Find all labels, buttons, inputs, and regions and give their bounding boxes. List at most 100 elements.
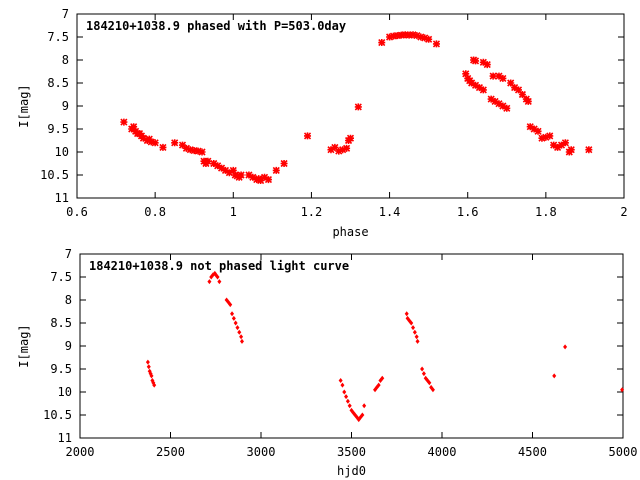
data-point: [462, 70, 470, 78]
unphased-light-curve-plot: 2000 2500 3000 3500 4000 4500 5000 7 7.5 8 8.5 9 9.5…: [17, 247, 637, 478]
data-point: [511, 84, 519, 92]
data-point: [552, 373, 557, 379]
data-point: [542, 133, 550, 141]
data-point: [380, 375, 385, 381]
data-point: [149, 373, 154, 379]
data-point: [409, 320, 414, 326]
y-tick-label: 7.5: [50, 270, 72, 284]
y-tick-label: 10.5: [40, 168, 69, 182]
x-tick-label: 1.8: [535, 205, 557, 219]
data-point: [272, 166, 280, 174]
data-point: [550, 141, 558, 149]
data-point: [414, 334, 419, 340]
data-point: [524, 97, 532, 105]
data-point: [503, 104, 511, 112]
data-point: [221, 166, 230, 174]
x-tick-label: 3500: [337, 445, 366, 459]
data-point: [471, 57, 480, 65]
data-point: [421, 371, 426, 377]
data-point: [338, 378, 343, 383]
data-point: [421, 34, 429, 42]
y-tick-label: 8: [65, 293, 72, 307]
data-point: [186, 146, 194, 154]
data-point: [345, 398, 350, 404]
x-tick-label: 1.6: [457, 205, 479, 219]
data-point: [235, 325, 240, 331]
x-tick-label: 4500: [518, 445, 547, 459]
data-point: [347, 403, 352, 409]
data-point: [120, 118, 128, 126]
data-point: [194, 147, 202, 155]
data-point: [145, 359, 150, 365]
data-point: [146, 364, 151, 370]
data-point: [346, 134, 355, 142]
data-point: [362, 403, 367, 409]
y-tick-label: 11: [55, 191, 69, 205]
y-tick-label: 8.5: [50, 316, 72, 330]
data-point: [214, 162, 222, 170]
x-tick-label: 2500: [156, 445, 185, 459]
data-point: [557, 141, 566, 149]
data-point: [171, 139, 179, 147]
plot-title: 184210+1038.9 phased with P=503.0day: [86, 19, 346, 33]
data-point: [331, 143, 339, 151]
data-point: [479, 58, 487, 66]
data-point: [397, 31, 405, 39]
data-point: [335, 147, 343, 155]
data-point: [303, 132, 312, 140]
data-point: [530, 125, 538, 133]
y-tick-label: 7.5: [47, 30, 69, 44]
data-point: [567, 146, 575, 154]
y-tick-label: 10.5: [43, 408, 72, 422]
data-point: [217, 164, 226, 172]
data-point: [198, 148, 206, 156]
data-point: [411, 325, 416, 331]
data-point: [237, 329, 242, 335]
data-point: [233, 320, 238, 326]
data-point: [343, 144, 351, 152]
data-point: [499, 102, 507, 110]
data-point: [264, 176, 273, 184]
data-point: [546, 132, 554, 140]
y-tick-label: 9: [65, 339, 72, 353]
data-point: [239, 338, 244, 344]
data-point: [230, 311, 235, 317]
data-point: [360, 412, 365, 418]
y-tick-label: 9: [62, 99, 69, 113]
data-point: [249, 173, 257, 181]
data-point: [413, 32, 421, 40]
data-point: [152, 382, 157, 388]
data-point: [495, 72, 503, 80]
data-point: [239, 334, 244, 340]
data-point: [342, 389, 347, 395]
data-point: [620, 387, 625, 393]
x-tick-label: 0.6: [66, 205, 88, 219]
data-point: [412, 329, 417, 335]
x-axis-title: phase: [332, 225, 368, 239]
data-point: [217, 279, 222, 285]
data-point: [280, 159, 288, 168]
data-point: [378, 38, 386, 47]
data-point: [430, 387, 435, 393]
x-tick-label: 0.8: [144, 205, 166, 219]
data-point: [495, 100, 503, 108]
data-point: [489, 72, 497, 80]
y-tick-label: 7: [65, 247, 72, 261]
data-point: [225, 169, 233, 177]
data-point: [178, 141, 187, 149]
data-point: [415, 338, 420, 344]
data-point: [420, 366, 425, 372]
data-point: [237, 171, 245, 179]
x-tick-label: 1: [230, 205, 237, 219]
data-point: [376, 382, 381, 388]
data-point: [554, 143, 562, 151]
data-point: [260, 173, 269, 181]
data-point: [207, 279, 212, 285]
data-point: [401, 31, 409, 39]
x-tick-label: 1.2: [301, 205, 323, 219]
data-point: [514, 86, 523, 94]
data-point: [339, 146, 347, 154]
data-point: [507, 79, 515, 87]
data-point: [468, 79, 476, 87]
data-point: [491, 97, 499, 105]
